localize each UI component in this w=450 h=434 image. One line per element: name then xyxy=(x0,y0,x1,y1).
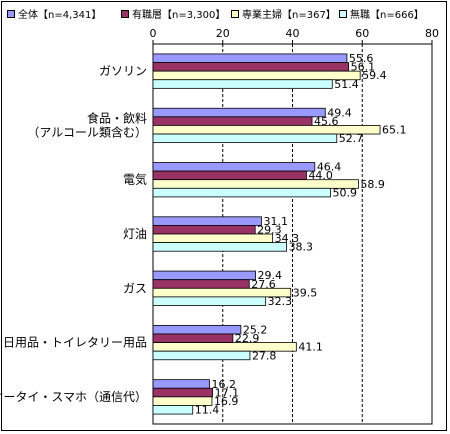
legend-item: 専業主婦【n=367】 xyxy=(231,6,336,21)
data-label: 46.4 xyxy=(317,161,342,174)
bar xyxy=(152,79,333,89)
data-label: 39.5 xyxy=(293,286,318,299)
legend-swatch xyxy=(121,9,129,18)
bar xyxy=(152,187,331,198)
data-label: 17.1 xyxy=(215,386,240,399)
x-tick-label: 40 xyxy=(286,27,300,40)
category-label: 日用品・トイレタリー用品 xyxy=(3,336,147,350)
bar xyxy=(152,116,313,126)
data-label: 32.3 xyxy=(268,295,293,308)
x-tick-label: 80 xyxy=(425,27,439,40)
data-label: 58.9 xyxy=(360,178,385,191)
data-label: 31.1 xyxy=(263,215,288,228)
legend-label: 全体【n=4,341】 xyxy=(18,10,102,21)
bar xyxy=(152,405,194,415)
bar xyxy=(152,233,274,244)
category-label: ガソリン xyxy=(99,64,147,78)
x-tick-label: 60 xyxy=(355,27,369,40)
legend-label: 有職層【n=3,300】 xyxy=(132,10,226,21)
bar xyxy=(152,216,262,226)
bar xyxy=(152,387,214,398)
data-label: 16.2 xyxy=(211,378,236,391)
bar xyxy=(152,379,210,389)
legend-swatch xyxy=(339,9,347,18)
legend-label: 無職【n=666】 xyxy=(350,10,424,21)
data-label: 44.0 xyxy=(308,169,333,182)
data-label: 45.6 xyxy=(314,115,339,128)
data-label: 16.9 xyxy=(214,395,239,408)
bar xyxy=(152,279,250,289)
category-label: ガス xyxy=(123,281,147,295)
bar xyxy=(152,62,350,72)
bar xyxy=(152,162,316,172)
bar xyxy=(152,350,251,361)
x-tick-label: 20 xyxy=(216,27,230,40)
legend-item: 無職【n=666】 xyxy=(339,6,424,21)
bar xyxy=(152,324,242,335)
data-label: 11.4 xyxy=(195,404,220,417)
bar xyxy=(152,270,256,281)
data-label: 51.4 xyxy=(334,78,359,91)
data-label: 27.6 xyxy=(251,278,276,291)
bar xyxy=(152,224,256,235)
x-tick-label: 0 xyxy=(150,27,157,40)
legend-item: 有職層【n=3,300】 xyxy=(121,6,225,21)
bar xyxy=(152,333,234,343)
data-label: 41.1 xyxy=(298,341,323,354)
data-label: 55.6 xyxy=(349,52,374,65)
category-label: 電気 xyxy=(123,172,147,187)
legend-swatch xyxy=(7,9,15,18)
bar xyxy=(152,70,361,81)
data-label: 59.4 xyxy=(362,69,387,82)
data-label: 29.4 xyxy=(258,269,283,282)
legend-swatch xyxy=(231,9,239,18)
legend-item: 全体【n=4,341】 xyxy=(7,6,101,21)
legend-label: 専業主婦【n=367】 xyxy=(242,10,336,21)
data-label: 34.3 xyxy=(275,232,300,245)
bar xyxy=(152,242,287,252)
bar xyxy=(152,179,359,189)
data-label: 50.9 xyxy=(333,186,358,199)
data-label: 27.8 xyxy=(252,349,277,362)
legend: 全体【n=4,341】 有職層【n=3,300】 専業主婦【n=367】 無職【n=6… xyxy=(3,6,445,21)
category-label: （アルコール類含む） xyxy=(27,124,147,139)
bar xyxy=(152,53,348,63)
data-label: 52.7 xyxy=(339,132,364,145)
data-label: 38.3 xyxy=(289,241,314,254)
data-label: 25.2 xyxy=(243,323,268,336)
bar xyxy=(152,133,338,144)
data-label: 65.1 xyxy=(382,124,407,137)
data-label: 49.4 xyxy=(327,106,352,119)
bar xyxy=(152,170,307,181)
data-label: 56.1 xyxy=(351,61,376,74)
data-label: 29.3 xyxy=(257,224,282,237)
data-label: 22.9 xyxy=(235,332,260,345)
category-label: 灯油 xyxy=(123,227,147,241)
bar xyxy=(152,107,326,118)
category-label: ケータイ・スマホ（通信代） xyxy=(0,390,147,404)
bar xyxy=(152,296,267,306)
category-label: 食品・飲料 xyxy=(87,110,147,125)
